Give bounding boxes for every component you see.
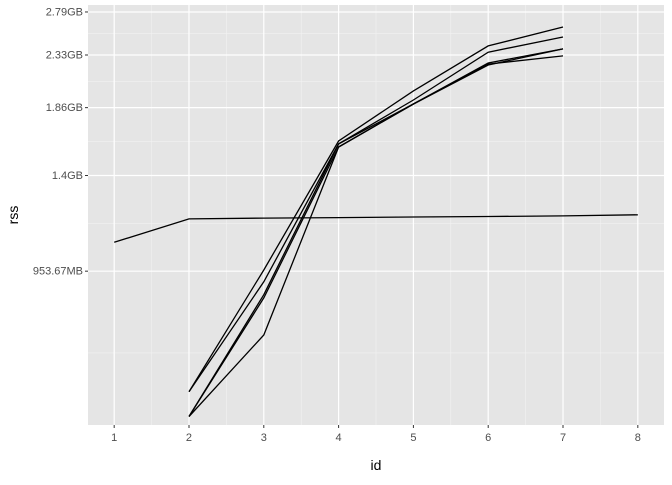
x-tick-label: 8 (635, 432, 641, 444)
x-tick-label: 6 (485, 432, 491, 444)
x-tick-label: 5 (410, 432, 416, 444)
series-line-5 (188, 55, 564, 417)
x-tick-label: 4 (336, 432, 342, 444)
y-tick-label: 1.4GB (52, 170, 83, 182)
series-line-3 (188, 48, 564, 417)
y-tick-label: 2.79GB (46, 6, 83, 18)
series-line-1 (188, 26, 564, 393)
y-axis-label: rss (5, 206, 21, 225)
series-lines (114, 26, 638, 417)
x-axis-label: id (371, 457, 382, 473)
y-tick-label: 1.86GB (46, 102, 83, 114)
x-tick-label: 1 (111, 432, 117, 444)
series-line-6 (114, 214, 638, 243)
y-tick-label: 2.33GB (46, 49, 83, 61)
series-line-2 (188, 36, 564, 393)
y-tick-label: 953.67MB (33, 266, 83, 278)
gridlines (88, 5, 664, 425)
x-tick-label: 3 (261, 432, 267, 444)
x-tick-label: 2 (186, 432, 192, 444)
x-tick-label: 7 (560, 432, 566, 444)
axes: 953.67MB 1.4GB 1.86GB 2.33GB 2.79GB 1 2 3 4 5 6 7 8 (33, 6, 641, 444)
